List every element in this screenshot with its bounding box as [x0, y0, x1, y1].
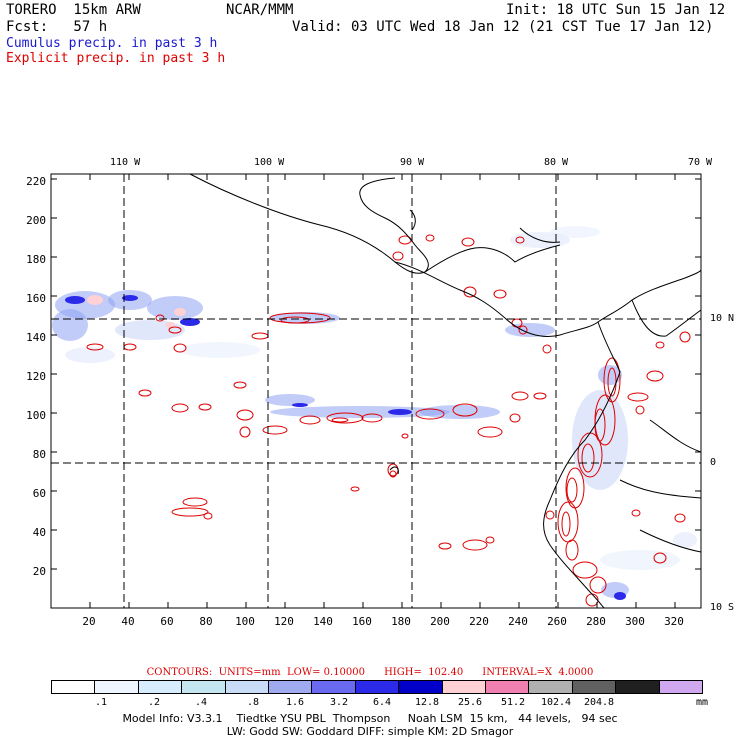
- legend-swatch: [312, 681, 356, 693]
- explicit-contours: [86, 234, 691, 564]
- legend-swatch: [225, 681, 270, 693]
- legend-label: 12.8: [414, 697, 440, 708]
- org-label: NCAR/MMM: [226, 2, 294, 18]
- forecast-hour: Fcst: 57 h: [6, 19, 108, 35]
- y-tick-label: 100: [26, 409, 46, 422]
- legend-swatch: [355, 681, 400, 693]
- legend-swatch: [616, 681, 660, 693]
- legend-label: 3.2: [329, 697, 349, 708]
- cumulus-legend: Cumulus precip. in past 3 h: [6, 36, 218, 51]
- legend-swatch: [52, 681, 96, 693]
- legend-label: .2: [147, 697, 161, 708]
- x-tick-label: 300: [625, 615, 645, 628]
- y-tick-label: 20: [32, 565, 46, 578]
- legend-label: .4: [194, 697, 208, 708]
- legend-label: 102.4: [540, 697, 572, 708]
- legend-swatch: [486, 681, 530, 693]
- y-tick-label: 40: [32, 526, 46, 539]
- x-tick-label: 280: [586, 615, 606, 628]
- legend-label: .1: [94, 697, 108, 708]
- legend-label: 1.6: [285, 697, 305, 708]
- x-tick-label: 240: [508, 615, 528, 628]
- color-legend: [52, 681, 703, 693]
- x-tick-label: 220: [469, 615, 489, 628]
- y-tick-label: 140: [26, 331, 46, 344]
- map-frame: [50, 173, 702, 609]
- lat-label: 10 N: [710, 313, 735, 324]
- lat-label: 10 S: [710, 602, 735, 613]
- y-tick-label: 60: [32, 487, 46, 500]
- x-tick-label: 160: [352, 615, 372, 628]
- y-tick-label: 160: [26, 292, 46, 305]
- y-tick-label: 120: [26, 370, 46, 383]
- legend-units: mm: [695, 697, 709, 708]
- legend-swatch: [399, 681, 443, 693]
- model-physics: LW: Godd SW: Goddard DIFF: simple KM: 2D…: [226, 725, 514, 738]
- lon-label: 100 W: [254, 157, 285, 168]
- y-tick-label: 180: [26, 253, 46, 266]
- y-tick-label: 80: [32, 448, 46, 461]
- legend-swatch: [529, 681, 573, 693]
- latlon-grid: [51, 174, 701, 608]
- y-tick-label: 200: [26, 214, 46, 227]
- x-tick-label: 100: [235, 615, 255, 628]
- legend-label: 25.6: [457, 697, 483, 708]
- valid-time: Valid: 03 UTC Wed 18 Jan 12 (21 CST Tue …: [292, 19, 714, 35]
- legend-frame: [51, 680, 703, 694]
- lat-label: 0: [710, 457, 717, 468]
- legend-label: 204.8: [583, 697, 615, 708]
- x-tick-label: 40: [121, 615, 135, 628]
- init-time: Init: 18 UTC Sun 15 Jan 12: [506, 2, 726, 18]
- x-tick-label: 120: [274, 615, 294, 628]
- cumulus-cores: [65, 295, 626, 600]
- lon-label: 110 W: [110, 157, 141, 168]
- lon-label: 80 W: [544, 157, 569, 168]
- model-title: TORERO 15km ARW: [6, 2, 141, 18]
- model-info: Model Info: V3.3.1 Tiedtke YSU PBL Thomp…: [122, 712, 618, 725]
- legend-label: .8: [246, 697, 260, 708]
- legend-swatch: [138, 681, 183, 693]
- legend-swatch: [269, 681, 313, 693]
- x-tick-label: 140: [313, 615, 333, 628]
- y-tick-label: 220: [26, 175, 46, 188]
- legend-swatch: [572, 681, 617, 693]
- x-tick-label: 20: [82, 615, 96, 628]
- legend-swatch: [442, 681, 487, 693]
- heavy-precip-pink: [87, 295, 186, 328]
- legend-swatch: [659, 681, 703, 693]
- cumulus-shading: [52, 226, 697, 598]
- contour-info: CONTOURS: UNITS=mm LOW= 0.10000 HIGH= 10…: [146, 667, 594, 678]
- legend-swatch: [95, 681, 139, 693]
- legend-label: 51.2: [500, 697, 526, 708]
- explicit-legend: Explicit precip. in past 3 h: [6, 51, 226, 66]
- legend-label: 6.4: [372, 697, 392, 708]
- x-tick-label: 60: [160, 615, 174, 628]
- x-tick-label: 180: [391, 615, 411, 628]
- lon-label: 90 W: [400, 157, 425, 168]
- x-tick-label: 260: [547, 615, 567, 628]
- x-tick-label: 80: [199, 615, 213, 628]
- legend-swatch: [182, 681, 226, 693]
- x-tick-label: 320: [664, 615, 684, 628]
- axis-ticks: [50, 174, 701, 609]
- lon-label: 70 W: [688, 157, 713, 168]
- coastlines: [189, 173, 702, 609]
- x-tick-label: 200: [430, 615, 450, 628]
